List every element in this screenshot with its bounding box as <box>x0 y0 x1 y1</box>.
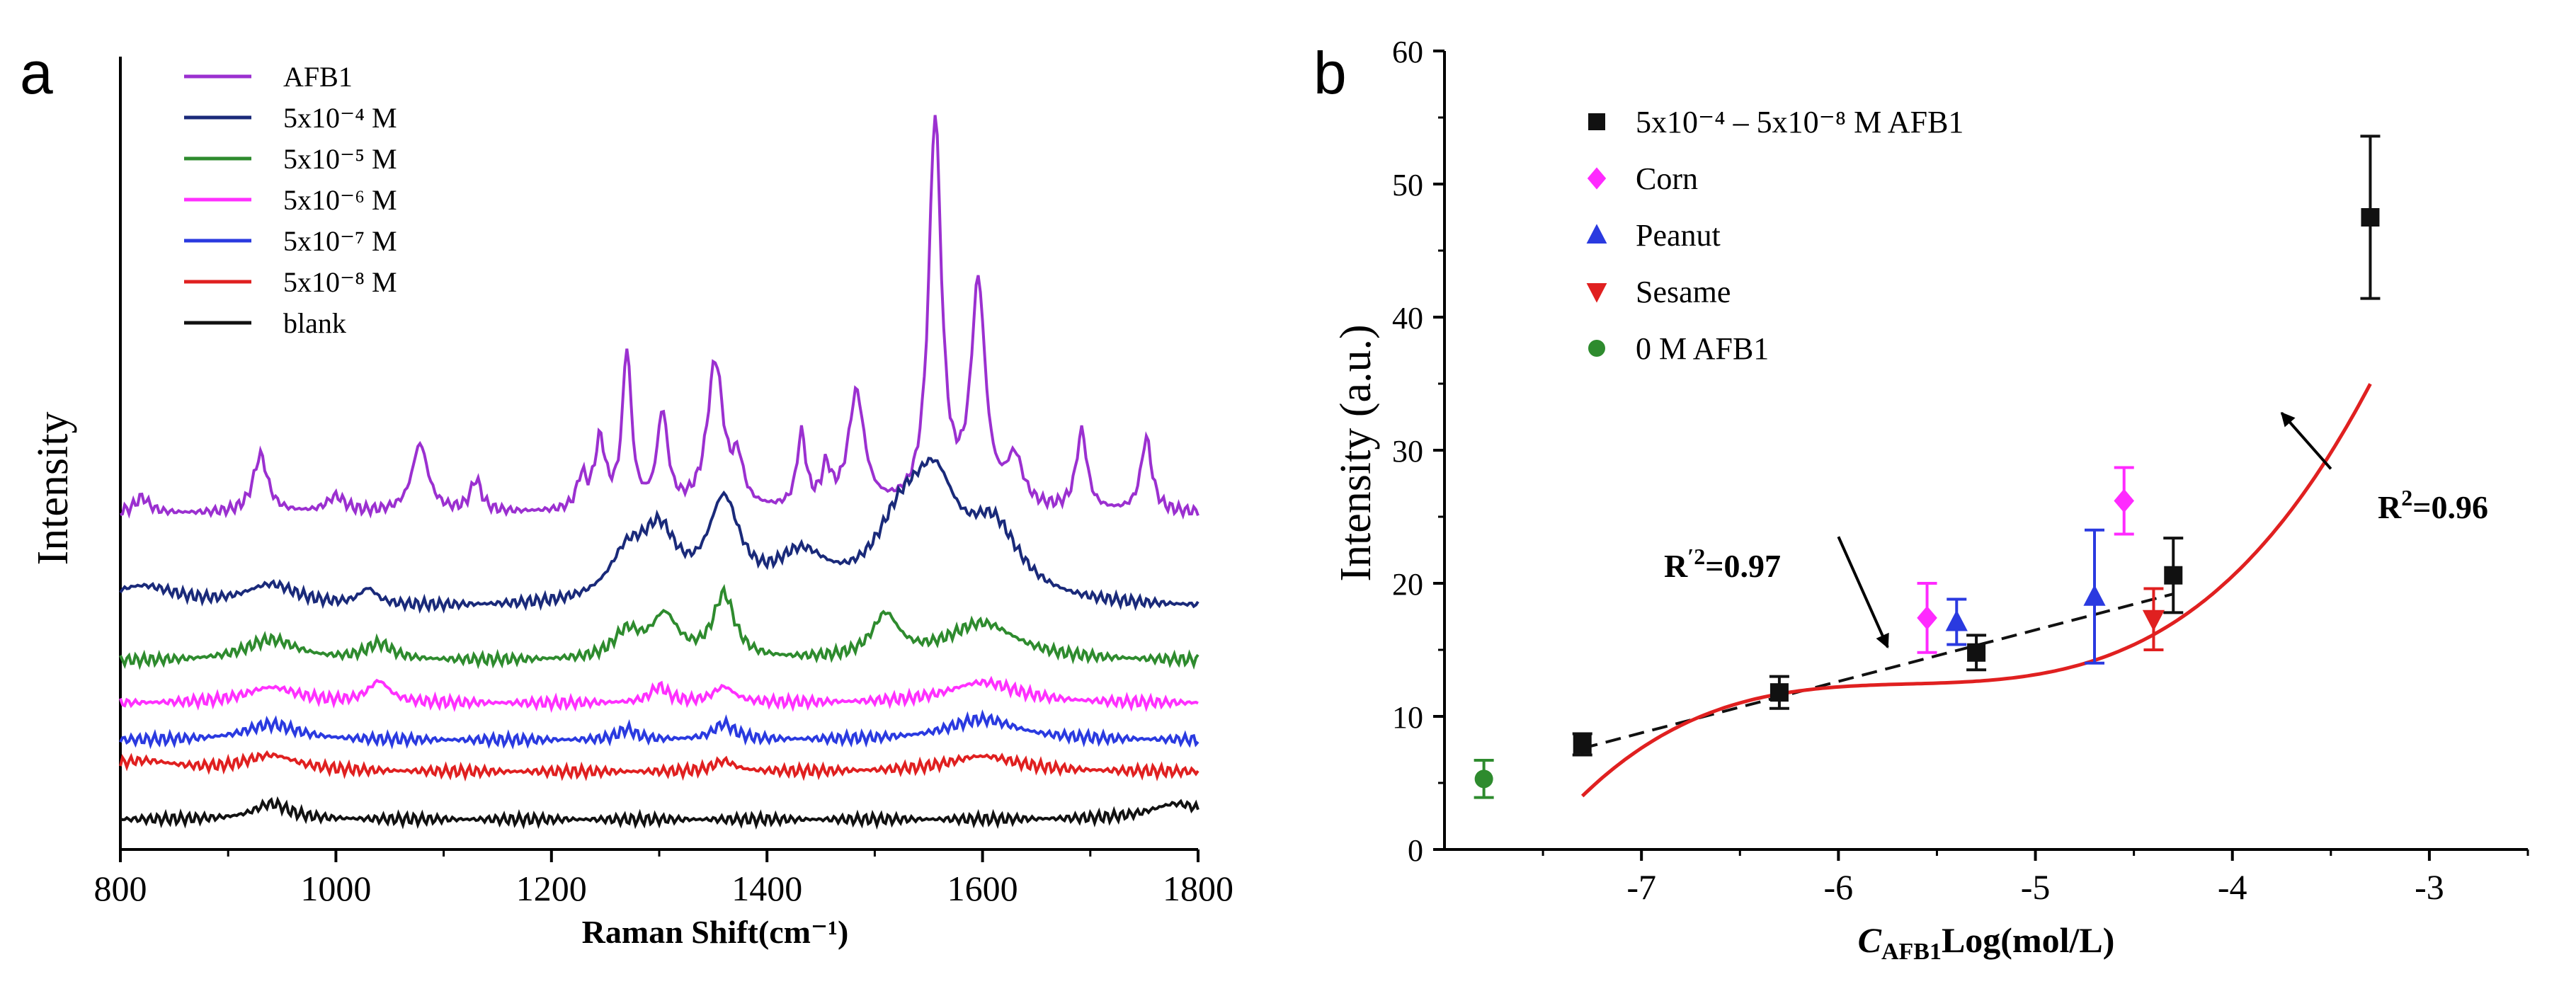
panel-b-ytick-label: 20 <box>1392 567 1423 602</box>
legend-marker <box>1588 113 1605 130</box>
panel-a-xtick-label: 1800 <box>1163 869 1233 908</box>
spectrum-line <box>119 583 1199 670</box>
panel-a-xtick-label: 1600 <box>947 869 1018 908</box>
panel-b-ytick-label: 60 <box>1392 35 1423 69</box>
fit-annotation-label: R′2=0.97 <box>1664 544 1781 584</box>
panel-b-label: b <box>1313 40 1347 106</box>
panel-a-label: a <box>20 40 53 106</box>
data-point <box>1474 769 1493 789</box>
panel-b-ylabel: Intensity (a.u.) <box>1332 324 1380 581</box>
panel-b-ytick-label: 40 <box>1392 301 1423 336</box>
spectrum-line <box>119 709 1199 750</box>
panel-a-ylabel: Intensity <box>29 412 77 566</box>
cubic-fit-curve <box>1580 383 2372 798</box>
panel-a-xtick-label: 800 <box>94 869 147 908</box>
fit-annotation-arrow <box>1837 536 1889 649</box>
panel-b-ytick-label: 30 <box>1392 434 1423 469</box>
panel-b-points <box>1474 134 2381 799</box>
spectrum-line <box>119 675 1199 714</box>
panel-a-spectra <box>119 115 1199 830</box>
legend-marker <box>1586 224 1607 244</box>
legend-label: 5x10⁻⁴ – 5x10⁻⁸ M AFB1 <box>1636 105 1964 139</box>
data-point <box>2083 584 2106 606</box>
fit-annotation-label: R2=0.96 <box>2378 485 2488 525</box>
panel-b-xtick-label: -5 <box>2021 867 2051 907</box>
legend-marker <box>1586 283 1607 303</box>
panel-b-legend: 5x10⁻⁴ – 5x10⁻⁸ M AFB1 Corn Peanut Sesame 0 … <box>1586 105 1964 366</box>
data-point <box>2114 488 2135 513</box>
data-point <box>2142 609 2165 631</box>
fit-annotation-r: R <box>1664 548 1688 584</box>
data-point <box>2164 566 2183 585</box>
panel-b-xlabel-c: C <box>1858 920 1882 960</box>
fit-annotation-r: R <box>2378 489 2402 525</box>
panel-b-xtick-label: -4 <box>2218 867 2247 907</box>
panel-a-xtick-label: 1400 <box>731 869 802 908</box>
fit-annotation-arrow <box>2280 411 2332 470</box>
legend-label: 5x10⁻⁸ M <box>283 266 397 298</box>
legend-label: 5x10⁻⁷ M <box>283 225 397 257</box>
legend-label: 5x10⁻⁴ M <box>283 102 397 134</box>
legend-label: blank <box>283 307 346 339</box>
panel-b-ytick-label: 0 <box>1408 833 1423 868</box>
data-point <box>2361 208 2380 227</box>
legend-label: 5x10⁻⁶ M <box>283 184 397 216</box>
panel-b: b Intensity (a.u.) 0 10 20 30 40 50 60 -7 -6 -5 -4… <box>1313 35 2529 965</box>
spectrum-line <box>120 115 1199 520</box>
panel-b-fits <box>1580 383 2372 798</box>
linear-fit-line <box>1582 593 2174 750</box>
data-point <box>1945 609 1968 631</box>
panel-b-ytick-label: 50 <box>1392 168 1423 202</box>
spectrum-line <box>120 796 1199 830</box>
panel-b-ytick-label: 10 <box>1392 700 1423 735</box>
fit-annotation-value: =0.96 <box>2412 489 2488 525</box>
panel-b-xlabel-rest: Log(mol/L) <box>1942 920 2114 960</box>
spectrum-line <box>119 750 1199 782</box>
panel-b-xtick-label: -7 <box>1626 867 1656 907</box>
fit-annotation-sup: ′2 <box>1687 544 1705 569</box>
panel-b-xlabel-sub: AFB1 <box>1881 939 1942 965</box>
panel-a-legend: AFB1 5x10⁻⁴ M 5x10⁻⁵ M 5x10⁻⁶ M 5x10⁻⁷ M 5x10… <box>184 61 397 339</box>
panel-b-xlabel: CAFB1Log(mol/L) <box>1858 920 2115 965</box>
legend-label: Corn <box>1636 161 1698 196</box>
legend-label: Sesame <box>1636 275 1731 309</box>
legend-marker <box>1588 340 1605 357</box>
panel-a: a Intensity 800 1000 1200 1400 1600 1800 AFB1… <box>20 40 1233 950</box>
panel-a-ticks: 800 1000 1200 1400 1600 1800 <box>94 849 1233 908</box>
legend-label: 5x10⁻⁵ M <box>283 143 397 175</box>
fit-annotation-sup: 2 <box>2401 485 2412 510</box>
data-point <box>1769 683 1789 702</box>
panel-b-xtick-label: -6 <box>1824 867 1854 907</box>
panel-a-xtick-label: 1000 <box>300 869 371 908</box>
data-point <box>1967 643 1986 662</box>
panel-a-xlabel: Raman Shift(cm⁻¹) <box>582 914 849 950</box>
spectrum-line <box>119 457 1199 614</box>
panel-b-ticks: 0 10 20 30 40 50 60 -7 -6 -5 -4 -3 <box>1392 35 2529 907</box>
panel-b-xtick-label: -3 <box>2415 867 2444 907</box>
legend-label: 0 M AFB1 <box>1636 331 1769 366</box>
legend-label: AFB1 <box>283 61 353 93</box>
data-point <box>1917 605 1937 630</box>
panel-a-xtick-label: 1200 <box>516 869 587 908</box>
fit-annotation-value: =0.97 <box>1705 548 1781 584</box>
legend-label: Peanut <box>1636 218 1721 253</box>
data-point <box>1573 735 1592 754</box>
legend-marker <box>1587 167 1607 190</box>
